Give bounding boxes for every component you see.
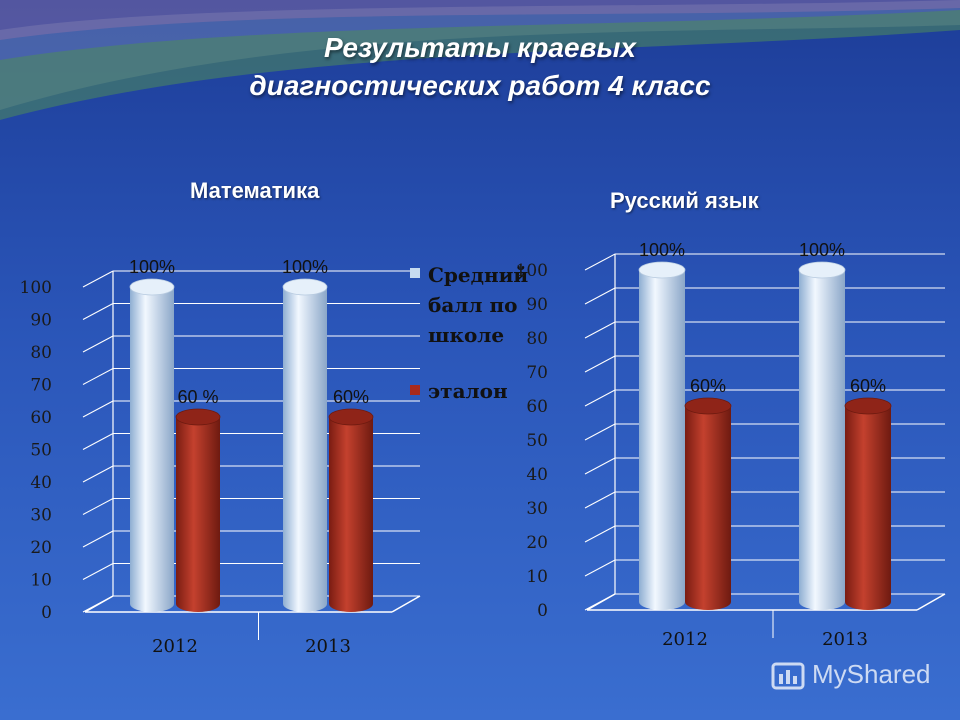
gridline-depth: [584, 389, 616, 407]
y-tick-label: 30: [30, 506, 52, 526]
floor-edge: [84, 595, 114, 613]
legend-swatch-avg: [410, 268, 420, 278]
gridline-depth: [82, 563, 114, 580]
gridline-depth: [82, 270, 114, 288]
category-label-2012: 2012: [152, 636, 198, 657]
legend-label-avg: Средний: [428, 263, 528, 287]
bar-avg-2012: [639, 270, 685, 610]
y-tick-label: 30: [526, 499, 548, 519]
myshared-logo-icon: [771, 662, 805, 690]
y-tick-label: 20: [30, 538, 52, 558]
gridline-depth: [82, 498, 114, 515]
category-label-2013: 2013: [305, 636, 351, 657]
gridline-depth: [82, 433, 114, 450]
slide-title-line2: диагностических работ 4 класс: [249, 70, 711, 101]
y-tick-label: 90: [526, 295, 548, 315]
bar-etalon-2013: [329, 417, 373, 612]
gridline-depth: [584, 253, 616, 271]
bar-top: [798, 261, 846, 279]
bar-top: [129, 278, 175, 296]
gridline-depth: [584, 423, 616, 441]
y-tick-label: 90: [30, 311, 52, 331]
slide-title-line1: Результаты краевых: [324, 32, 636, 63]
gridline-depth: [584, 525, 616, 543]
data-label: 60%: [850, 376, 886, 396]
background-swoosh: [0, 0, 960, 120]
bar-top: [844, 397, 892, 415]
category-label-2012: 2012: [662, 629, 708, 650]
y-tick-label: 80: [526, 329, 548, 349]
bar-avg-2013: [799, 270, 845, 610]
gridline-depth: [82, 465, 114, 483]
bar-top: [684, 397, 732, 415]
floor-right: [916, 593, 946, 611]
chart-0: 0 10 20 30 40 50 60 70 80 90 100 100% 60 % 2012 100% 60…: [20, 257, 529, 657]
legend-label-avg: школе: [428, 323, 504, 347]
gridline-depth: [584, 355, 616, 373]
bar-etalon-2012: [176, 417, 220, 612]
chart-1: 0 10 20 30 40 50 60 70 80 90 100 100% 60% 2012 100% 60%…: [516, 240, 946, 650]
y-tick-label: 10: [30, 571, 52, 591]
y-tick-label: 40: [30, 473, 52, 493]
bar-etalon-2013: [845, 406, 891, 610]
category-label-2013: 2013: [822, 629, 868, 650]
watermark-text: MyShared: [812, 658, 931, 689]
y-tick-label: 60: [526, 397, 548, 417]
watermark: MyShared: [770, 656, 931, 692]
legend-swatch-etalon: [410, 385, 420, 395]
bar-top: [175, 408, 221, 426]
y-tick-label: 0: [537, 601, 548, 621]
data-label: 100%: [639, 240, 685, 260]
y-tick-label: 20: [526, 533, 548, 553]
math-chart-title: Математика: [190, 178, 320, 203]
y-tick-label: 70: [30, 376, 52, 396]
y-tick-label: 40: [526, 465, 548, 485]
gridline-depth: [82, 368, 114, 385]
y-tick-label: 50: [526, 431, 548, 451]
y-tick-label: 60: [30, 408, 52, 428]
gridline-depth: [82, 303, 114, 320]
floor-edge: [586, 593, 616, 611]
data-label: 100%: [129, 257, 175, 277]
floor-right: [391, 595, 421, 613]
gridline-depth: [82, 530, 114, 548]
gridline-depth: [584, 287, 616, 305]
gridline-depth: [584, 321, 616, 339]
gridline-depth: [82, 335, 114, 353]
data-label: 60%: [690, 376, 726, 396]
legend-label-etalon: эталон: [428, 379, 508, 403]
data-label: 60 %: [177, 387, 218, 407]
y-tick-label: 100: [20, 278, 52, 298]
bar-avg-2013: [283, 287, 327, 612]
gridline-depth: [584, 491, 616, 509]
y-tick-label: 70: [526, 363, 548, 383]
bar-top: [328, 408, 374, 426]
russian-chart-title: Русский язык: [610, 188, 759, 213]
y-tick-label: 50: [30, 441, 52, 461]
y-tick-label: 100: [516, 261, 548, 281]
bar-etalon-2012: [685, 406, 731, 610]
legend-label-avg: балл по: [428, 293, 517, 317]
data-label: 60%: [333, 387, 369, 407]
bar-avg-2012: [130, 287, 174, 612]
y-tick-label: 80: [30, 343, 52, 363]
bar-top: [282, 278, 328, 296]
gridline-depth: [584, 457, 616, 475]
y-tick-label: 0: [41, 603, 52, 623]
data-label: 100%: [799, 240, 845, 260]
gridline-depth: [584, 559, 616, 577]
gridline-depth: [82, 400, 114, 418]
y-tick-label: 10: [526, 567, 548, 587]
data-label: 100%: [282, 257, 328, 277]
bar-top: [638, 261, 686, 279]
